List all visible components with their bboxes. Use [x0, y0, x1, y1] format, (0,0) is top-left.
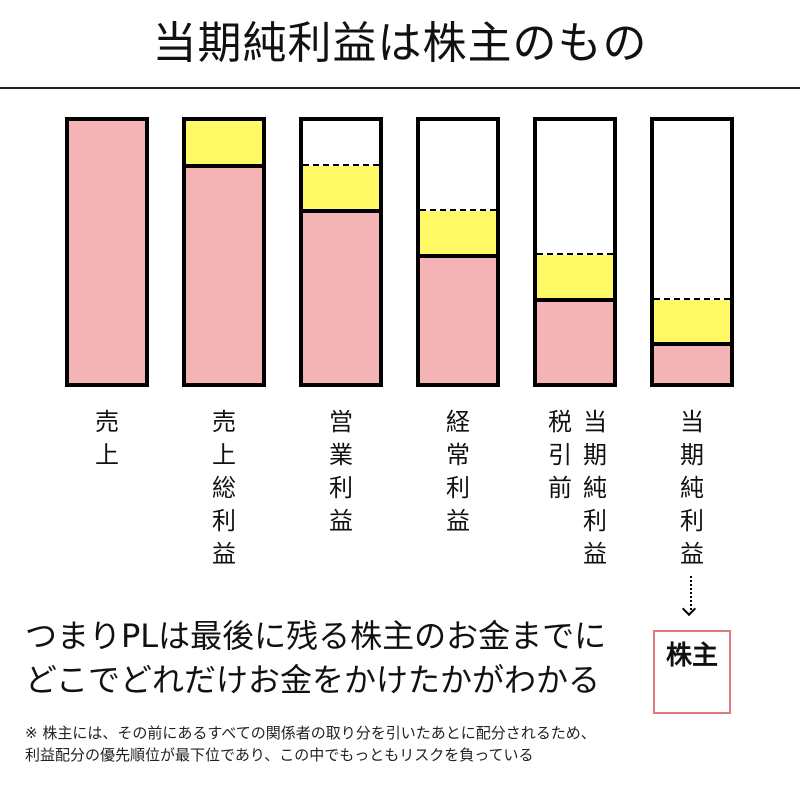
label-operating-profit: 営業利益 [329, 408, 353, 535]
bar-profit-segment [420, 258, 496, 383]
label-pretax-col1: 税引前 [548, 408, 572, 502]
label-net-profit: 当期純利益 [680, 408, 704, 568]
bar-divider [303, 209, 379, 213]
bar-pretax-profit [533, 117, 617, 387]
label-ordinary-profit: 経常利益 [446, 408, 470, 535]
bar-dashed-line [654, 298, 730, 300]
bar-profit-segment [69, 121, 145, 383]
summary-text: つまりPLは最後に残る株主のお金までに どこでどれだけお金をかけたかがわかる [25, 614, 606, 702]
bar-sales [65, 117, 149, 387]
label-pretax-col2: 当期純利益 [583, 408, 607, 568]
bar-deduction-segment [420, 211, 496, 256]
bar-operating-profit [299, 117, 383, 387]
dotted-arrow-line [690, 576, 692, 610]
bar-deduction-segment [654, 300, 730, 345]
footnote-line-1: ※ 株主には、その前にあるすべての関係者の取り分を引いたあとに配分されるため、 [25, 724, 596, 742]
label-sales: 売上 [95, 408, 119, 469]
summary-line-1: つまりPLは最後に残る株主のお金までに [25, 617, 607, 655]
bar-deduction-segment [186, 121, 262, 166]
bar-profit-segment [654, 346, 730, 383]
bar-divider [537, 298, 613, 302]
footnote: ※ 株主には、その前にあるすべての関係者の取り分を引いたあとに配分されるため、 … [25, 722, 596, 766]
bar-divider [654, 342, 730, 346]
shareholder-box: 株主 [653, 630, 731, 714]
summary-line-2: どこでどれだけお金をかけたかがわかる [25, 661, 601, 699]
bar-profit-segment [303, 213, 379, 383]
bar-profit-segment [537, 302, 613, 383]
page-title: 当期純利益は株主のもの [152, 18, 648, 69]
bar-dashed-line [420, 209, 496, 211]
label-gross-profit: 売上総利益 [212, 408, 236, 568]
bar-profit-segment [186, 168, 262, 383]
bar-dashed-line [303, 164, 379, 166]
bar-deduction-segment [303, 166, 379, 211]
bar-dashed-line [537, 253, 613, 255]
bar-ordinary-profit [416, 117, 500, 387]
bar-deduction-segment [537, 255, 613, 300]
bar-net-profit [650, 117, 734, 387]
title-divider [0, 87, 800, 89]
bar-divider [186, 164, 262, 168]
bar-divider [420, 254, 496, 258]
arrow-down-icon [681, 601, 697, 617]
bar-gross-profit [182, 117, 266, 387]
footnote-line-2: 利益配分の優先順位が最下位であり、この中でもっともリスクを負っている [25, 746, 534, 764]
